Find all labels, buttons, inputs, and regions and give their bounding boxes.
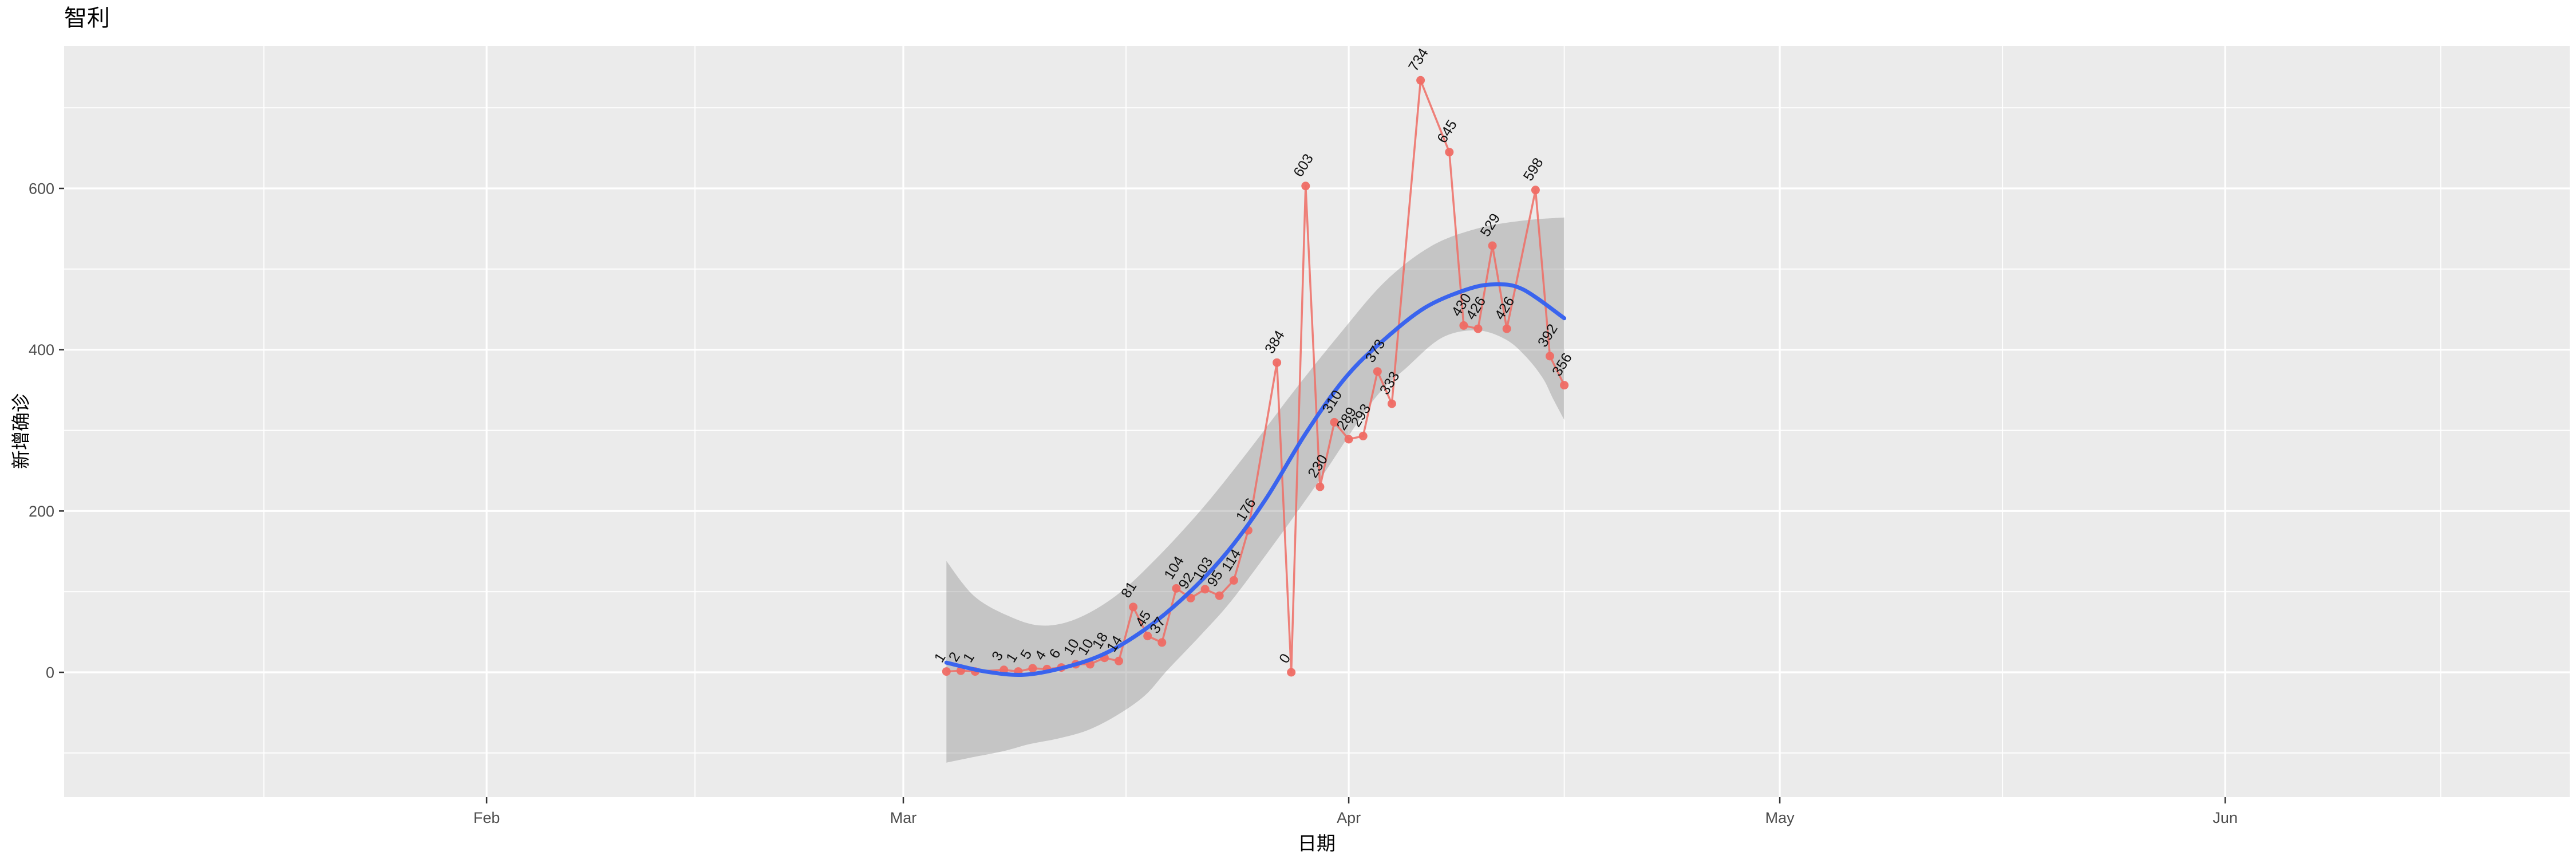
data-point [1387, 399, 1396, 408]
data-point [1531, 186, 1540, 195]
y-tick-label: 400 [29, 341, 54, 358]
data-point [1028, 664, 1037, 673]
smooth-line [944, 282, 1567, 677]
x-tick-label: Feb [473, 809, 500, 826]
data-point [1301, 182, 1310, 191]
data-point [1172, 584, 1181, 593]
data-point [1488, 241, 1497, 250]
data-point [1502, 324, 1511, 333]
data-point [1215, 591, 1224, 600]
y-axis-title: 新增确诊 [10, 393, 31, 469]
data-point [1546, 352, 1554, 361]
x-tick-label: Jun [2212, 809, 2238, 826]
data-point [1273, 358, 1282, 367]
data-point [1143, 632, 1152, 641]
data-point [1459, 321, 1468, 330]
y-tick-label: 200 [29, 503, 54, 520]
data-point [1186, 593, 1195, 602]
data-point [1157, 638, 1167, 647]
y-tick-label: 0 [46, 664, 54, 681]
x-tick-label: Apr [1337, 809, 1361, 826]
data-point [1129, 602, 1138, 612]
data-point [1373, 367, 1382, 376]
data-point [1344, 435, 1353, 444]
data-point [1445, 148, 1454, 157]
y-axis-ticks: 0 200 400 600 [29, 180, 64, 681]
data-point [1287, 668, 1296, 677]
data-point [942, 667, 951, 676]
data-point [1229, 576, 1238, 585]
data-point [1358, 431, 1368, 440]
data-point [1560, 381, 1569, 390]
x-axis-ticks: Feb Mar Apr May Jun [473, 797, 2238, 826]
data-point [1473, 324, 1483, 333]
data-point [1315, 482, 1325, 491]
x-tick-label: May [1765, 809, 1795, 826]
data-point [1416, 76, 1425, 85]
x-tick-label: Mar [890, 809, 917, 826]
data-point [1115, 656, 1123, 665]
y-tick-label: 600 [29, 180, 54, 197]
grid-minor [64, 46, 2570, 797]
data-point [1200, 585, 1210, 594]
data-point [1330, 417, 1339, 427]
x-axis-title: 日期 [1298, 833, 1336, 854]
chart-title: 智利 [64, 6, 110, 31]
grid-major [64, 46, 2570, 797]
